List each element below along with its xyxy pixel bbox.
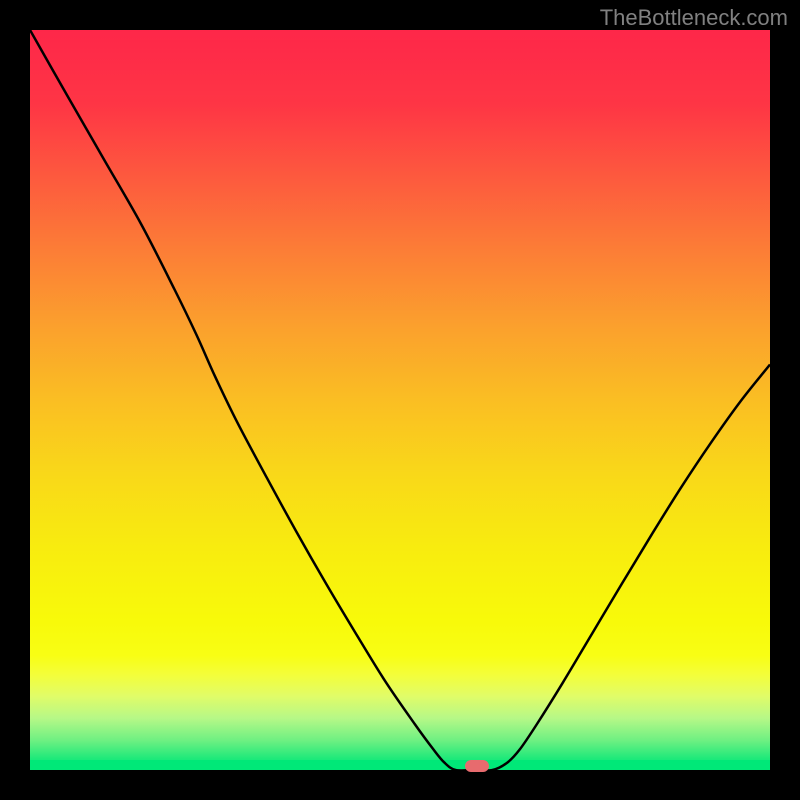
bottleneck-curve [30,30,770,770]
watermark-label: TheBottleneck.com [600,5,788,31]
optimal-point-marker [465,760,489,772]
bottleneck-chart [30,30,770,770]
